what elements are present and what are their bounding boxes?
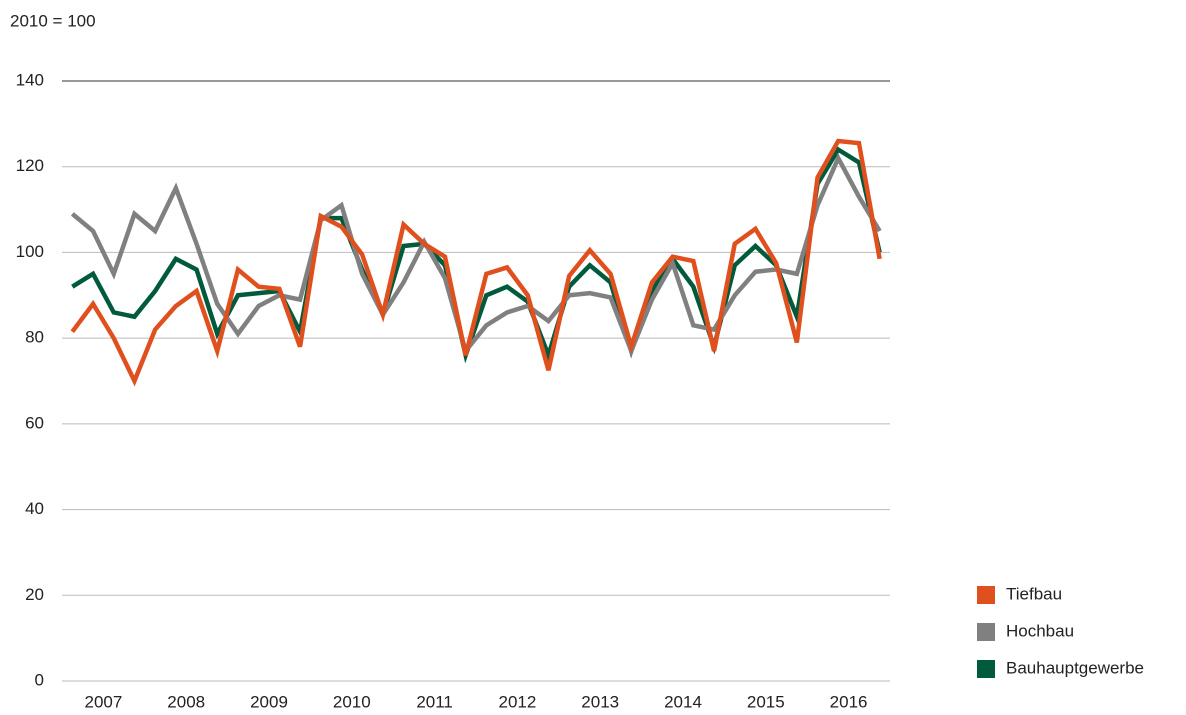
y-tick-label: 120 [16,156,44,175]
x-tick-label: 2016 [830,692,868,711]
y-tick-label: 100 [16,242,44,261]
x-tick-label: 2010 [333,692,371,711]
x-tick-label: 2012 [498,692,536,711]
y-tick-label: 80 [25,328,44,347]
y-tick-label: 0 [35,670,44,689]
y-tick-label: 60 [25,413,44,432]
y-tick-label: 20 [25,585,44,604]
legend-label: Hochbau [1006,621,1074,640]
y-tick-label: 40 [25,499,44,518]
x-tick-label: 2011 [416,692,453,711]
x-tick-label: 2015 [747,692,785,711]
x-tick-label: 2013 [581,692,619,711]
legend-swatch [977,623,995,641]
x-tick-label: 2014 [664,692,702,711]
legend-label: Tiefbau [1006,584,1062,603]
x-tick-label: 2008 [167,692,205,711]
series-line [71,146,882,364]
legend-swatch [977,586,995,604]
chart-subtitle: 2010 = 100 [10,11,96,30]
series-line [70,138,882,387]
legend-swatch [977,660,995,678]
series-line [70,153,882,358]
y-tick-label: 140 [16,70,44,89]
x-tick-label: 2007 [84,692,122,711]
legend-label: Bauhauptgewerbe [1006,658,1144,677]
x-tick-label: 2009 [250,692,288,711]
